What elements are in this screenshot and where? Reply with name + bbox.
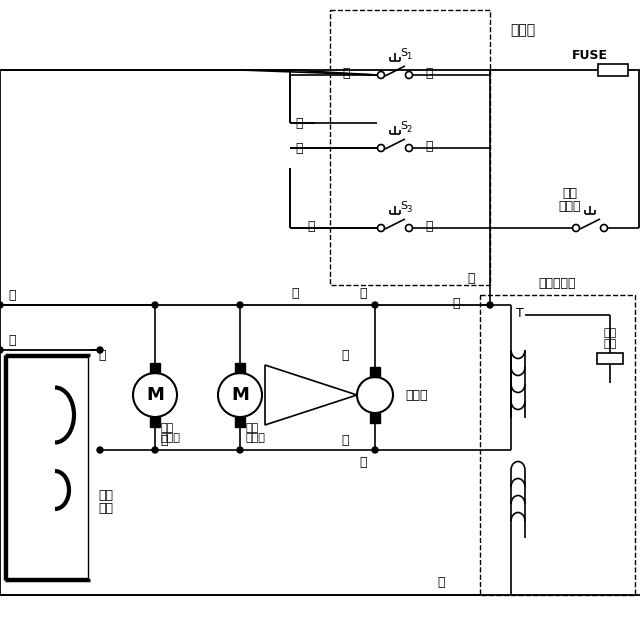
Text: 转盘: 转盘 — [160, 423, 173, 433]
Text: 蓝: 蓝 — [360, 287, 367, 300]
Text: 开关: 开关 — [98, 502, 113, 515]
Text: S: S — [400, 121, 407, 131]
Text: 黄: 黄 — [160, 433, 168, 447]
Circle shape — [97, 447, 103, 453]
Text: 黑: 黑 — [438, 577, 445, 589]
Text: 熔体: 熔体 — [604, 339, 616, 349]
Bar — [480, 295, 635, 595]
Text: 黄: 黄 — [291, 287, 299, 300]
Bar — [235, 363, 245, 373]
Circle shape — [0, 347, 3, 353]
Bar — [235, 417, 245, 427]
Circle shape — [573, 225, 579, 232]
Circle shape — [406, 225, 413, 232]
Text: 黑: 黑 — [341, 433, 349, 447]
Text: 红: 红 — [425, 220, 433, 232]
Bar — [598, 64, 628, 76]
Text: 1: 1 — [406, 51, 412, 61]
Circle shape — [97, 347, 103, 353]
Text: S: S — [400, 201, 407, 211]
Text: 高压: 高压 — [604, 328, 616, 338]
Text: 黑: 黑 — [8, 333, 15, 346]
Bar — [150, 363, 160, 373]
Text: 照明灯: 照明灯 — [405, 388, 428, 401]
Circle shape — [600, 225, 607, 232]
Text: M: M — [231, 386, 249, 404]
Bar — [7, 357, 88, 578]
Circle shape — [237, 447, 243, 453]
Circle shape — [152, 302, 158, 308]
Text: 蓝: 蓝 — [307, 220, 315, 232]
Text: 蓝: 蓝 — [8, 289, 15, 301]
Text: 风扇: 风扇 — [245, 423, 259, 433]
Bar — [370, 367, 380, 377]
Text: 红: 红 — [295, 141, 303, 154]
Text: 控制器: 控制器 — [559, 200, 581, 212]
Text: 黄: 黄 — [98, 349, 106, 362]
Text: 高压变压器: 高压变压器 — [539, 276, 576, 289]
Text: 温度: 温度 — [563, 186, 577, 200]
Text: S: S — [400, 48, 407, 58]
Circle shape — [372, 302, 378, 308]
Circle shape — [378, 72, 385, 79]
Bar — [150, 417, 160, 427]
Circle shape — [0, 302, 3, 308]
Circle shape — [406, 145, 413, 152]
Circle shape — [372, 447, 378, 453]
Text: 电动机: 电动机 — [160, 433, 180, 443]
Circle shape — [133, 373, 177, 417]
Text: 棕: 棕 — [425, 67, 433, 79]
Text: FUSE: FUSE — [572, 49, 608, 61]
Circle shape — [152, 447, 158, 453]
Text: 火力: 火力 — [98, 488, 113, 502]
Circle shape — [357, 377, 393, 413]
Text: 门开关: 门开关 — [510, 23, 535, 37]
Circle shape — [218, 373, 262, 417]
Text: 黄: 黄 — [341, 349, 349, 362]
Circle shape — [487, 302, 493, 308]
Text: 棕: 棕 — [342, 67, 350, 79]
Text: 3: 3 — [406, 205, 412, 214]
Text: 白: 白 — [452, 296, 460, 310]
Text: 电动机: 电动机 — [245, 433, 265, 443]
Bar — [330, 10, 490, 285]
Bar — [370, 413, 380, 423]
Bar — [597, 353, 623, 364]
Text: 2: 2 — [406, 125, 412, 134]
Text: M: M — [146, 386, 164, 404]
Text: 红: 红 — [425, 140, 433, 152]
Text: 黄: 黄 — [360, 456, 367, 468]
Text: T: T — [516, 307, 524, 319]
Circle shape — [406, 72, 413, 79]
Circle shape — [378, 145, 385, 152]
Circle shape — [237, 302, 243, 308]
Circle shape — [378, 225, 385, 232]
Text: 红: 红 — [295, 116, 303, 129]
Text: 蓝: 蓝 — [467, 271, 475, 285]
